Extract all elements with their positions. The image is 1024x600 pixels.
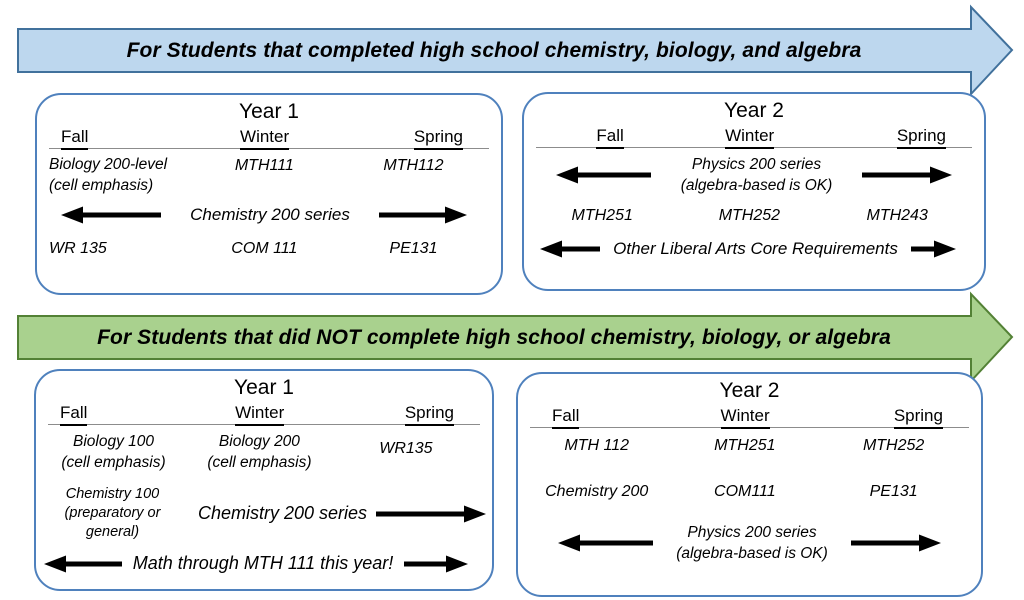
spring-course: MTH112 xyxy=(383,157,444,174)
block-arrow-shape xyxy=(17,291,1014,384)
liberal-arts-label: Other Liberal Arts Core Requirements xyxy=(613,239,898,258)
chemistry-series-row: Chemistry 200 series xyxy=(37,205,501,225)
fall-course-2: WR 135 xyxy=(49,240,107,257)
season-winter: Winter xyxy=(195,403,325,426)
banner-completed-label: For Students that completed high school … xyxy=(126,38,862,62)
right-block-arrow-icon xyxy=(17,291,1014,384)
season-header-row: Fall Winter Spring xyxy=(530,406,969,429)
spring-course: MTH243 xyxy=(866,207,928,224)
plan-box-not-completed-year2: Year 2 Fall Winter Spring MTH 112 MTH251… xyxy=(516,372,983,597)
box-title: Year 2 xyxy=(719,379,780,402)
season-winter: Winter xyxy=(684,126,815,149)
right-block-arrow-icon xyxy=(17,4,1014,97)
fall-course: MTH251 xyxy=(571,207,633,224)
chemistry-series-row: Chemistry 100 (preparatory or general) C… xyxy=(36,485,492,542)
winter-course: Biology 200 (cell emphasis) xyxy=(207,433,312,471)
chemistry-series-label: Chemistry 200 series xyxy=(190,205,350,224)
physics-series-row: Physics 200 series (algebra-based is OK) xyxy=(518,522,981,564)
season-winter: Winter xyxy=(679,406,811,429)
right-arrow-icon xyxy=(379,206,467,224)
season-fall: Fall xyxy=(48,403,195,426)
block-arrow-shape xyxy=(17,4,1014,97)
spring-course: WR135 xyxy=(379,440,433,457)
fall-course-2: Chemistry 100 (preparatory or general) xyxy=(64,486,161,540)
season-spring: Spring xyxy=(811,406,969,429)
season-spring: Spring xyxy=(815,126,972,149)
winter-course: MTH251 xyxy=(714,437,776,454)
season-winter: Winter xyxy=(199,127,331,150)
spring-course: MTH252 xyxy=(862,437,925,454)
season-fall: Fall xyxy=(536,126,684,149)
spring-course-2: PE131 xyxy=(869,483,918,500)
season-fall: Fall xyxy=(49,127,199,150)
right-arrow-icon xyxy=(851,534,941,552)
math-advice-label: Math through MTH 111 this year! xyxy=(132,553,394,573)
season-header-row: Fall Winter Spring xyxy=(48,403,480,426)
liberal-arts-row: Other Liberal Arts Core Requirements xyxy=(524,239,984,259)
winter-course-2: COM 111 xyxy=(231,240,298,257)
left-arrow-icon xyxy=(558,534,653,552)
plan-box-completed-year1: Year 1 Fall Winter Spring Biology 200-le… xyxy=(35,93,503,295)
winter-course-2: COM111 xyxy=(714,483,776,500)
plan-box-not-completed-year1: Year 1 Fall Winter Spring Biology 100 (c… xyxy=(34,369,494,591)
plan-box-completed-year2: Year 2 Fall Winter Spring Physics 200 se… xyxy=(522,92,986,291)
season-header-row: Fall Winter Spring xyxy=(536,126,972,149)
winter-course: MTH252 xyxy=(718,207,781,224)
spring-course-2: PE131 xyxy=(389,240,438,257)
math-advice-row: Math through MTH 111 this year! xyxy=(36,553,492,574)
physics-series-label: Physics 200 series (algebra-based is OK) xyxy=(680,156,833,194)
right-arrow-icon xyxy=(862,166,952,184)
banner-not-completed: For Students that did NOT complete high … xyxy=(16,290,1016,385)
season-fall: Fall xyxy=(530,406,679,429)
season-spring: Spring xyxy=(324,403,480,426)
right-arrow-icon xyxy=(404,555,468,572)
fall-course: MTH 112 xyxy=(564,437,629,454)
chemistry-series-label: Chemistry 200 series xyxy=(197,503,368,523)
fall-course: Biology 200-level (cell emphasis) xyxy=(49,156,168,194)
physics-series-label: Physics 200 series (algebra-based is OK) xyxy=(676,524,828,562)
box-title: Year 1 xyxy=(234,376,294,399)
left-arrow-icon xyxy=(540,240,600,258)
left-arrow-icon xyxy=(556,166,651,184)
left-arrow-icon xyxy=(61,206,161,224)
fall-course: Biology 100 (cell emphasis) xyxy=(61,433,166,471)
season-header-row: Fall Winter Spring xyxy=(49,127,489,150)
box-title: Year 2 xyxy=(724,99,784,122)
winter-course: MTH111 xyxy=(234,157,294,174)
banner-completed: For Students that completed high school … xyxy=(16,3,1016,98)
fall-course-2: Chemistry 200 xyxy=(545,483,649,500)
banner-not-completed-label: For Students that did NOT complete high … xyxy=(97,325,891,349)
box-title: Year 1 xyxy=(239,100,299,123)
left-arrow-icon xyxy=(44,555,122,572)
season-spring: Spring xyxy=(331,127,489,150)
right-arrow-icon xyxy=(911,240,956,258)
physics-series-row: Physics 200 series (algebra-based is OK) xyxy=(524,154,984,196)
right-arrow-icon xyxy=(376,505,486,522)
